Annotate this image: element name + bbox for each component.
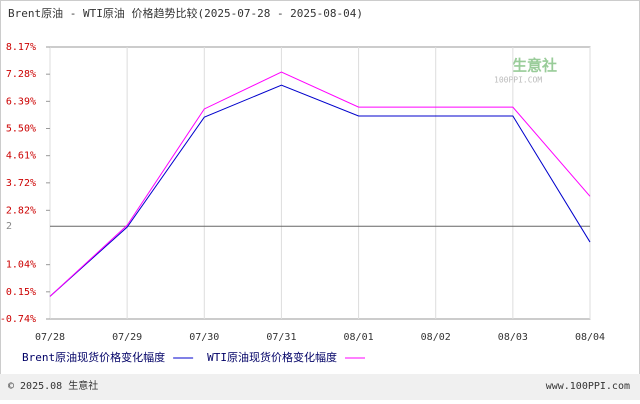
y-tick-label: 7.28% [6, 69, 36, 80]
y-tick-label: 2 [6, 221, 12, 232]
footer-left: © 2025.08 生意社 [8, 379, 98, 392]
x-tick-label: 07/28 [35, 332, 65, 343]
y-tick-label: 5.50% [6, 124, 36, 135]
y-tick-label: 6.39% [6, 96, 36, 107]
x-tick-label: 07/29 [112, 332, 142, 343]
y-tick-label: 8.17% [6, 42, 36, 53]
legend-label: Brent原油现货价格变化幅度 [22, 350, 165, 364]
series-line [49, 84, 591, 297]
y-tick-label: 2.82% [6, 205, 36, 216]
watermark: 生意社 [512, 57, 557, 75]
x-tick-label: 07/30 [189, 332, 219, 343]
chart-title: Brent原油 - WTI原油 价格趋势比较(2025-07-28 - 2025… [8, 6, 363, 20]
x-tick-label: 08/02 [421, 332, 451, 343]
y-tick-label: -0.74% [0, 314, 36, 325]
y-tick-label: 0.15% [6, 287, 36, 298]
plot-area [49, 46, 591, 320]
watermark-url: 100PPI.COM [494, 76, 542, 85]
x-tick-label: 07/31 [266, 332, 296, 343]
y-tick-label: 3.72% [6, 178, 36, 189]
footer-bar [0, 374, 640, 400]
legend-label: WTI原油现货价格变化幅度 [207, 350, 337, 364]
y-tick-label: 1.04% [6, 260, 36, 271]
x-tick-label: 08/03 [498, 332, 528, 343]
series-line [49, 71, 591, 297]
x-tick-label: 08/01 [344, 332, 374, 343]
footer-right: www.100PPI.com [546, 381, 630, 392]
x-tick-label: 08/04 [575, 332, 605, 343]
y-tick-label: 4.61% [6, 151, 36, 162]
